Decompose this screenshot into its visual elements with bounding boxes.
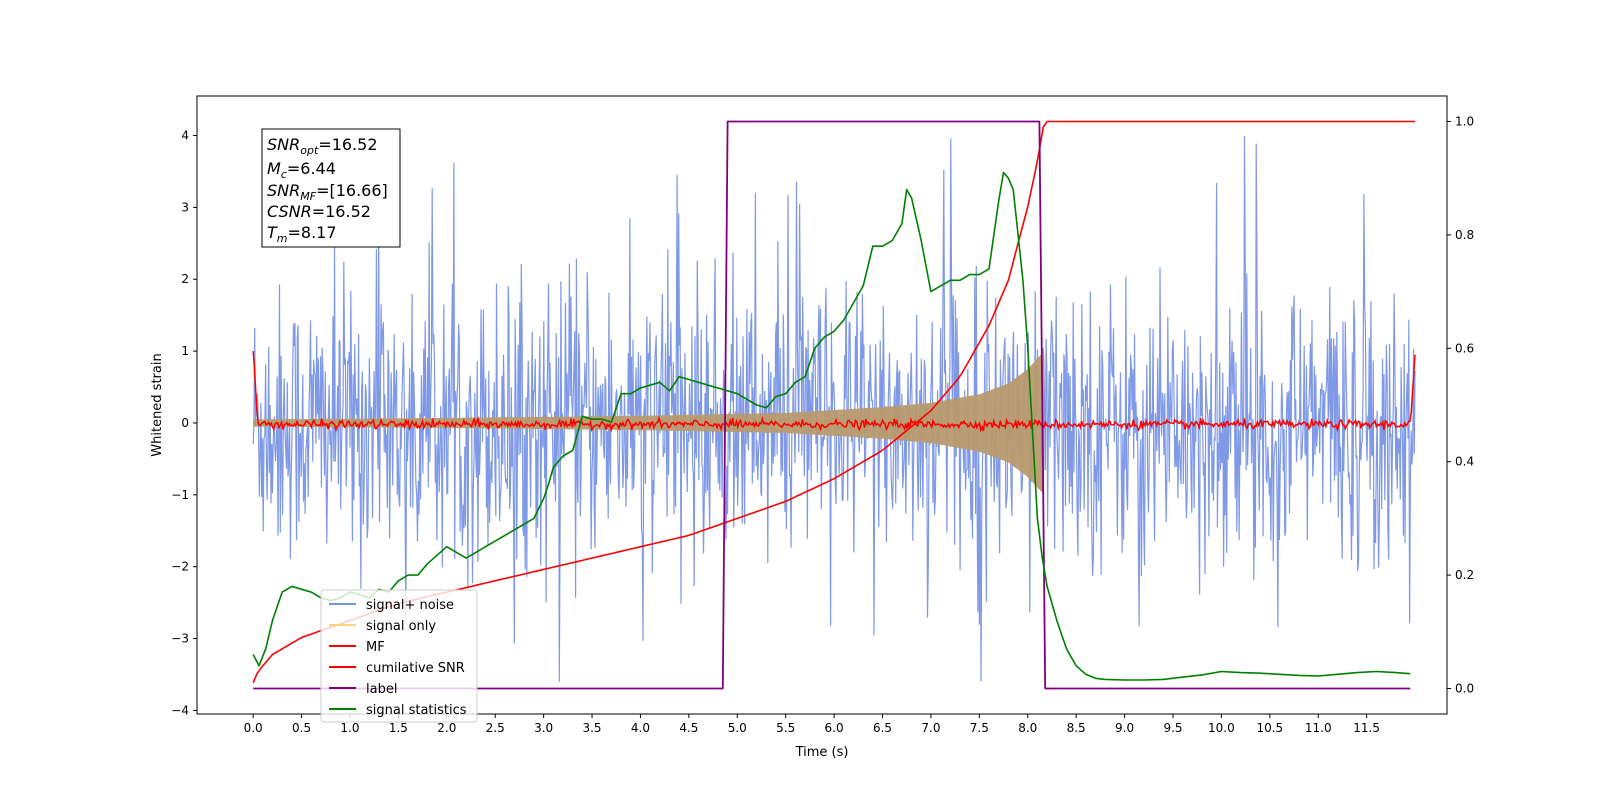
legend-items: signal+ noise signal only MF cumilative SNR… [329,598,467,718]
x-tick-label: 3.5 [582,721,601,735]
x-tick-label: 7.0 [921,721,940,735]
legend-label: cumilative SNR [366,661,465,676]
x-axis-label: Time (s) [795,745,849,760]
series-signal-noise [252,135,1416,682]
x-tick-label: 1.0 [340,721,359,735]
x-tick-label: 10.5 [1256,721,1283,735]
left-y-tick-label: −1 [171,488,189,502]
x-tick-label: 2.5 [486,721,505,735]
right-y-axis-ticks: 0.0 0.2 0.4 0.6 0.8 1.0 [1447,115,1474,695]
series-signal-statistics [252,171,1411,681]
x-tick-label: 0.5 [292,721,311,735]
left-y-tick-label: 2 [181,272,189,286]
annotation-snr-mf: SNRMF=[16.66] [267,181,388,203]
left-y-tick-label: −2 [171,560,189,574]
annotation-tm: Tm=8.17 [267,223,337,245]
x-tick-label: 0.0 [244,721,263,735]
annotation-frame [261,128,401,248]
x-tick-label: 6.0 [825,721,844,735]
x-tick-label: 8.5 [1067,721,1086,735]
left-y-axis-ticks: −4 −3 −2 −1 0 1 2 3 4 [171,129,197,717]
legend-label: MF [366,640,385,655]
left-y-tick-label: −3 [171,632,189,646]
y-axis-label: Whitened strain [150,353,165,456]
right-y-tick-label: 0.8 [1455,228,1474,242]
legend-label: signal+ noise [366,598,454,613]
x-tick-label: 11.5 [1353,721,1380,735]
x-tick-label: 9.0 [1115,721,1134,735]
legend-label: label [366,682,397,697]
annotation-snr-opt: SNRopt=16.52 [267,135,378,157]
legend-label: signal statistics [366,703,467,718]
x-tick-label: 7.5 [970,721,989,735]
x-tick-label: 11.0 [1305,721,1332,735]
x-tick-label: 4.5 [679,721,698,735]
left-y-tick-label: −4 [171,703,189,717]
legend-label: signal only [366,619,436,634]
right-y-tick-label: 0.2 [1455,568,1474,582]
annotation-csnr: CSNR=16.52 [267,202,371,221]
x-tick-label: 2.0 [437,721,456,735]
right-y-tick-label: 0.4 [1455,455,1474,469]
legend: signal+ noise signal only MF cumilative SNR… [320,589,478,723]
left-y-tick-label: 1 [181,344,189,358]
series-mf [252,351,1416,434]
legend-frame [320,589,478,723]
annotation-mc: Mc=6.44 [267,159,336,181]
x-tick-label: 6.5 [873,721,892,735]
x-tick-label: 8.0 [1018,721,1037,735]
left-y-tick-label: 0 [181,416,189,430]
left-y-tick-label: 3 [181,200,189,214]
series-label [253,120,1411,690]
x-tick-label: 1.5 [389,721,408,735]
plot-frame [196,95,1448,715]
right-y-tick-label: 0.0 [1455,681,1474,695]
right-y-tick-label: 1.0 [1455,115,1474,129]
x-tick-label: 10.0 [1208,721,1235,735]
x-axis-ticks: 0.0 0.5 1.0 1.5 2.0 2.5 3.0 3.5 4.0 4.5 5.0 5.5 6.0 6… [244,714,1380,735]
x-tick-label: 4.0 [631,721,650,735]
left-y-tick-label: 4 [181,129,189,143]
x-tick-label: 5.5 [776,721,795,735]
x-tick-label: 5.0 [728,721,747,735]
annotation-box: SNRopt=16.52 Mc=6.44 SNRMF=[16.66] CSNR=… [261,128,401,248]
x-tick-label: 3.0 [534,721,553,735]
x-tick-label: 9.5 [1163,721,1182,735]
right-y-tick-label: 0.6 [1455,341,1474,355]
